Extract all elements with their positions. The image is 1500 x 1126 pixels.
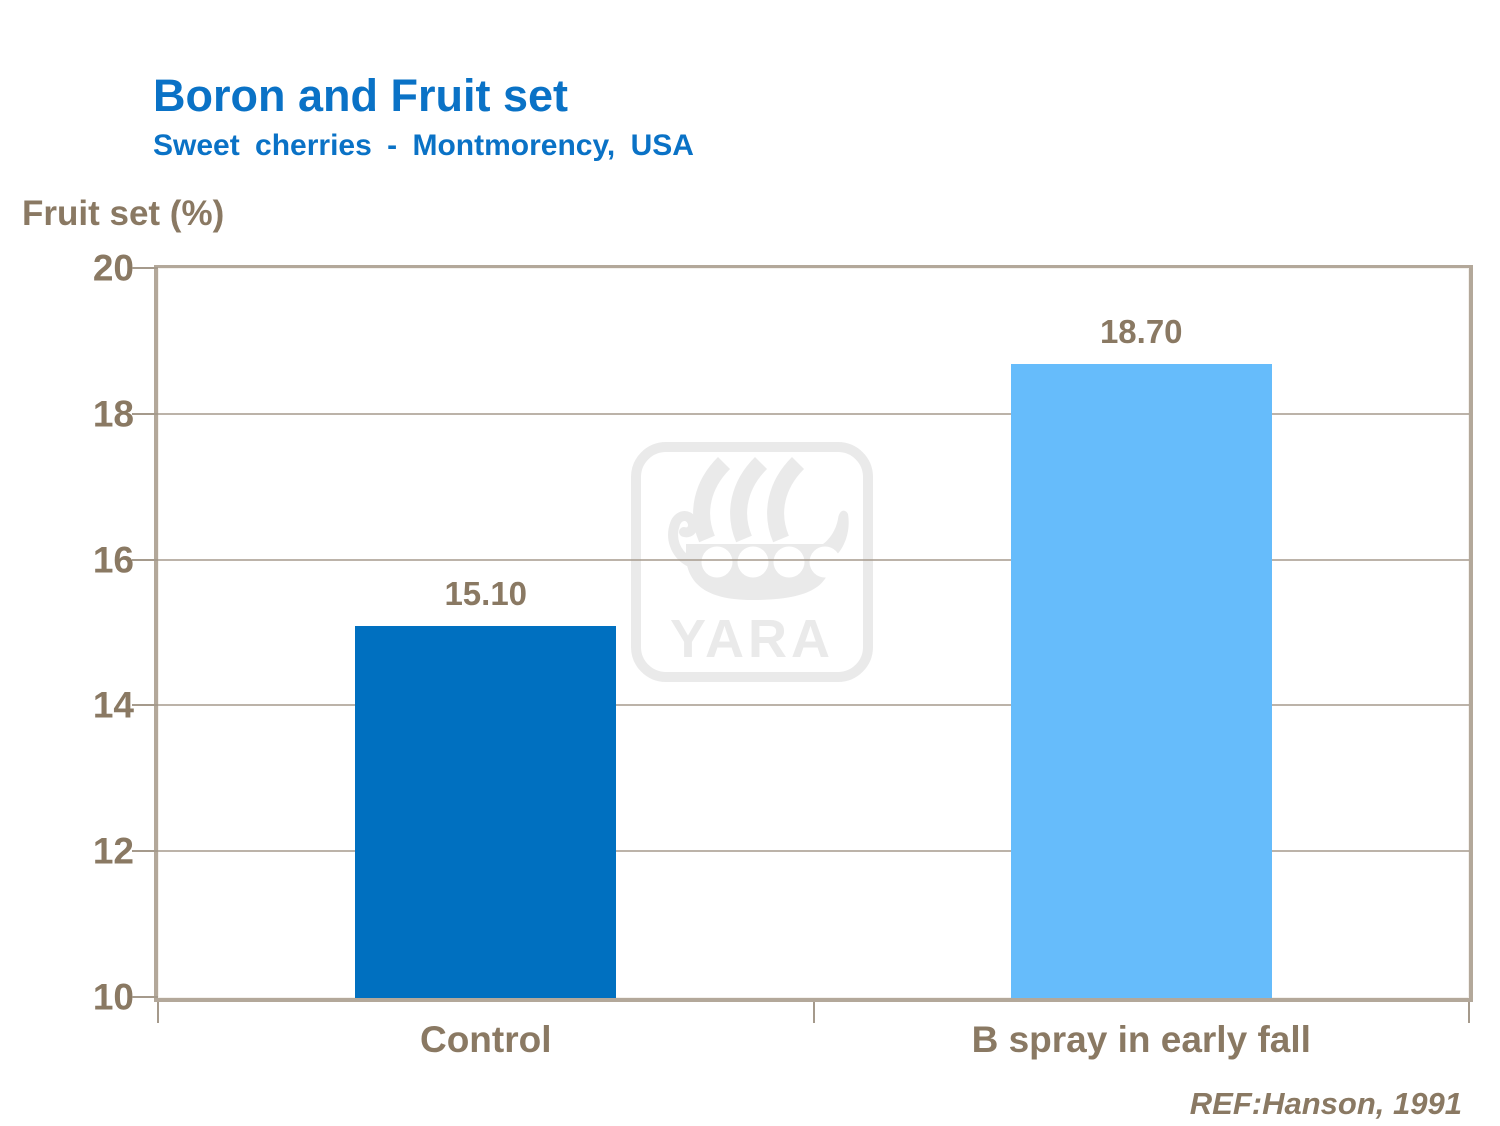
y-tick-mark-16 bbox=[132, 558, 158, 561]
y-tick-mark-18 bbox=[132, 412, 158, 415]
y-tick-label-16: 16 bbox=[92, 539, 134, 581]
y-tick-label-20: 20 bbox=[92, 247, 134, 289]
gridline-12 bbox=[158, 850, 1469, 853]
gridline-18 bbox=[158, 412, 1469, 415]
yara-logo-text: YARA bbox=[670, 609, 834, 669]
bar-value-label-control: 15.10 bbox=[444, 575, 528, 613]
gridline-16 bbox=[158, 558, 1469, 561]
y-tick-label-10: 10 bbox=[92, 976, 134, 1018]
y-tick-mark-10 bbox=[132, 996, 158, 998]
chart-subtitle: Sweet cherries - Montmorency, USA bbox=[153, 129, 694, 162]
y-tick-label-12: 12 bbox=[92, 830, 134, 872]
category-label-control: Control bbox=[419, 1019, 552, 1060]
category-label-b-spray-in-early-fall: B spray in early fall bbox=[971, 1019, 1311, 1060]
bar-b-spray-in-early-fall bbox=[1010, 363, 1272, 998]
plot-area: YARA 15.10 18.70 bbox=[154, 265, 1473, 1002]
y-tick-mark-12 bbox=[132, 850, 158, 853]
x-tick-mark-0 bbox=[157, 1002, 159, 1023]
bar-value-label-b-spray-in-early-fall: 18.70 bbox=[1099, 312, 1183, 350]
gridline-14 bbox=[158, 704, 1469, 707]
x-tick-mark-2 bbox=[1468, 1002, 1470, 1023]
y-tick-mark-20 bbox=[132, 267, 158, 269]
yara-ship-icon: YARA bbox=[631, 442, 873, 682]
y-axis-title: Fruit set (%) bbox=[22, 194, 225, 233]
x-tick-mark-1 bbox=[812, 1002, 815, 1023]
reference-citation: REF:Hanson, 1991 bbox=[1189, 1086, 1462, 1121]
chart-title: Boron and Fruit set bbox=[153, 70, 568, 121]
y-tick-label-18: 18 bbox=[92, 393, 134, 435]
yara-logo-watermark: YARA bbox=[630, 441, 874, 683]
y-tick-mark-14 bbox=[132, 704, 158, 707]
bar-control bbox=[355, 626, 617, 998]
y-tick-label-14: 14 bbox=[92, 684, 134, 726]
